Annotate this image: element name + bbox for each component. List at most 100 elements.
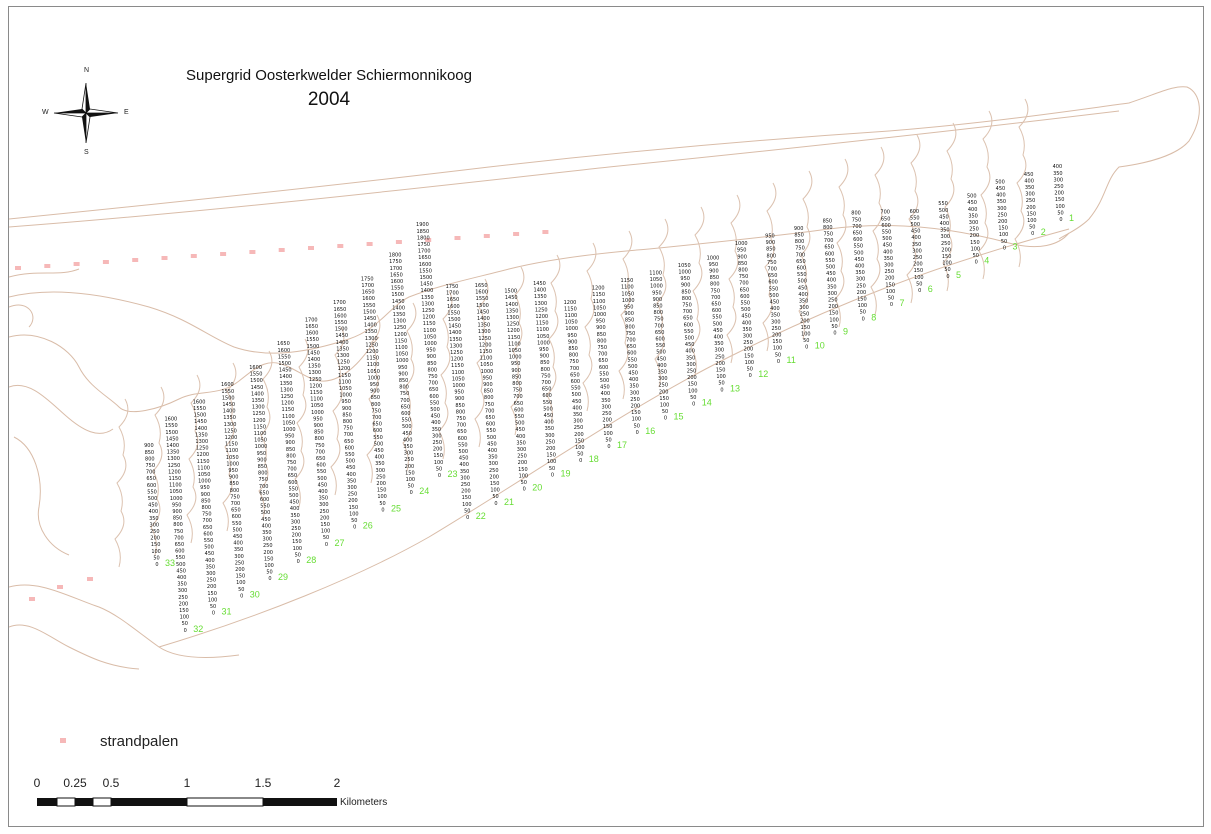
grid-value-label: 150 [772,339,782,345]
transect-number-label: 14 [702,397,712,407]
grid-value-label: 50 [605,437,611,443]
grid-value-label: 650 [740,287,750,293]
grid-value-label: 200 [376,481,386,487]
grid-value-label: 900 [568,339,578,345]
grid-value-label: 1550 [193,406,206,412]
grid-value-label: 1250 [478,336,491,342]
grid-value-label: 50 [323,535,329,541]
grid-value-label: 1500 [278,361,291,367]
grid-value-label: 400 [1053,164,1063,170]
grid-value-label: 850 [173,516,183,522]
grid-value-label: 800 [230,488,240,494]
grid-value-label: 1600 [390,279,403,285]
grid-value-label: 650 [683,316,693,322]
grid-value-label: 500 [487,435,497,441]
map-title: Supergrid Oosterkwelder Schiermonnikoog [186,67,472,84]
grid-value-label: 800 [258,471,268,477]
grid-value-label: 1150 [621,278,634,284]
grid-value-label: 150 [179,608,189,614]
grid-value-label: 150 [857,297,867,303]
grid-value-label: 600 [881,223,891,229]
grid-value-label: 1650 [447,297,460,303]
grid-value-label: 1150 [592,292,605,298]
grid-value-label: 50 [775,352,781,358]
tidal-creek-line [906,134,921,304]
grid-value-label: 450 [402,431,412,437]
strandpaal-marker [220,252,227,256]
grid-value-label: 1350 [223,415,236,421]
scalebar-label-0: 0 [33,776,41,790]
grid-value-label: 500 [543,406,553,412]
grid-value-label: 1550 [165,423,178,429]
compass-east-label: E [124,109,129,116]
grid-value-label: 500 [628,364,638,370]
strandpaal-marker [395,240,402,244]
grid-value-label: 550 [402,418,412,424]
grid-value-label: 1200 [281,401,294,407]
grid-value-label: 50 [210,604,216,610]
grid-value-label: 1050 [395,352,408,358]
grid-value-label: 100 [519,473,529,479]
grid-value-label: 550 [571,386,581,392]
grid-value-label: 1050 [282,420,295,426]
grid-value-label: 1100 [395,345,408,351]
grid-value-label: 800 [767,253,777,259]
grid-value-label: 400 [601,391,611,397]
grid-value-label: 1150 [225,442,238,448]
transect-number-label: 23 [448,469,458,479]
grid-value-label: 650 [711,301,721,307]
grid-value-label: 400 [883,249,893,255]
grid-value-label: 1300 [506,315,519,321]
grid-value-label: 0 [325,542,328,548]
grid-value-label: 550 [741,300,751,306]
grid-value-label: 250 [432,440,442,446]
grid-value-label: 1200 [196,452,209,458]
grid-value-label: 1300 [393,319,406,325]
grid-value-label: 500 [995,179,1005,185]
grid-value-label: 200 [1054,191,1064,197]
grid-value-label: 1650 [418,255,431,261]
grid-value-label: 1550 [278,354,291,360]
grid-value-label: 700 [824,238,834,244]
grid-value-label: 700 [457,423,467,429]
grid-value-label: 650 [231,508,241,514]
grid-value-label: 250 [743,340,753,346]
transect-number-label: 10 [815,341,825,351]
grid-value-label: 1000 [396,358,409,364]
grid-value-label: 1350 [251,398,264,404]
grid-value-label: 0 [240,593,243,599]
grid-value-label: 1250 [450,350,463,356]
tidal-creek-line [798,170,813,340]
grid-value-label: 300 [517,447,527,453]
grid-value-label: 850 [823,218,833,224]
grid-value-label: 250 [828,298,838,304]
grid-value-label: 300 [686,362,696,368]
grid-value-label: 50 [238,587,244,593]
grid-value-label: 250 [856,283,866,289]
grid-value-label: 50 [690,395,696,401]
grid-value-label: 350 [432,427,442,433]
grid-value-label: 250 [376,474,386,480]
map-canvas: 0501001502002503003504001050100150200250… [9,82,1200,807]
grid-value-label: 1700 [333,300,346,306]
grid-value-label: 900 [398,371,408,377]
transect-number-label: 31 [222,607,232,617]
grid-value-label: 650 [570,372,580,378]
grid-value-label: 1350 [280,381,293,387]
grid-value-label: 50 [379,501,385,507]
grid-value-label: 950 [652,290,662,296]
grid-value-label: 1350 [506,308,519,314]
transect-number-label: 16 [645,426,655,436]
grid-value-label: 950 [398,365,408,371]
grid-value-label: 1200 [366,349,379,355]
grid-value-label: 1400 [279,374,292,380]
grid-value-label: 750 [569,359,579,365]
grid-value-label: 250 [263,543,273,549]
grid-value-label: 1500 [307,344,320,350]
grid-value-label: 150 [603,424,613,430]
grid-value-label: 600 [825,251,835,257]
grid-value-label: 100 [180,615,190,621]
grid-value-label: 200 [518,460,528,466]
grid-value-label: 800 [456,409,466,415]
grid-value-label: 1450 [533,281,546,287]
